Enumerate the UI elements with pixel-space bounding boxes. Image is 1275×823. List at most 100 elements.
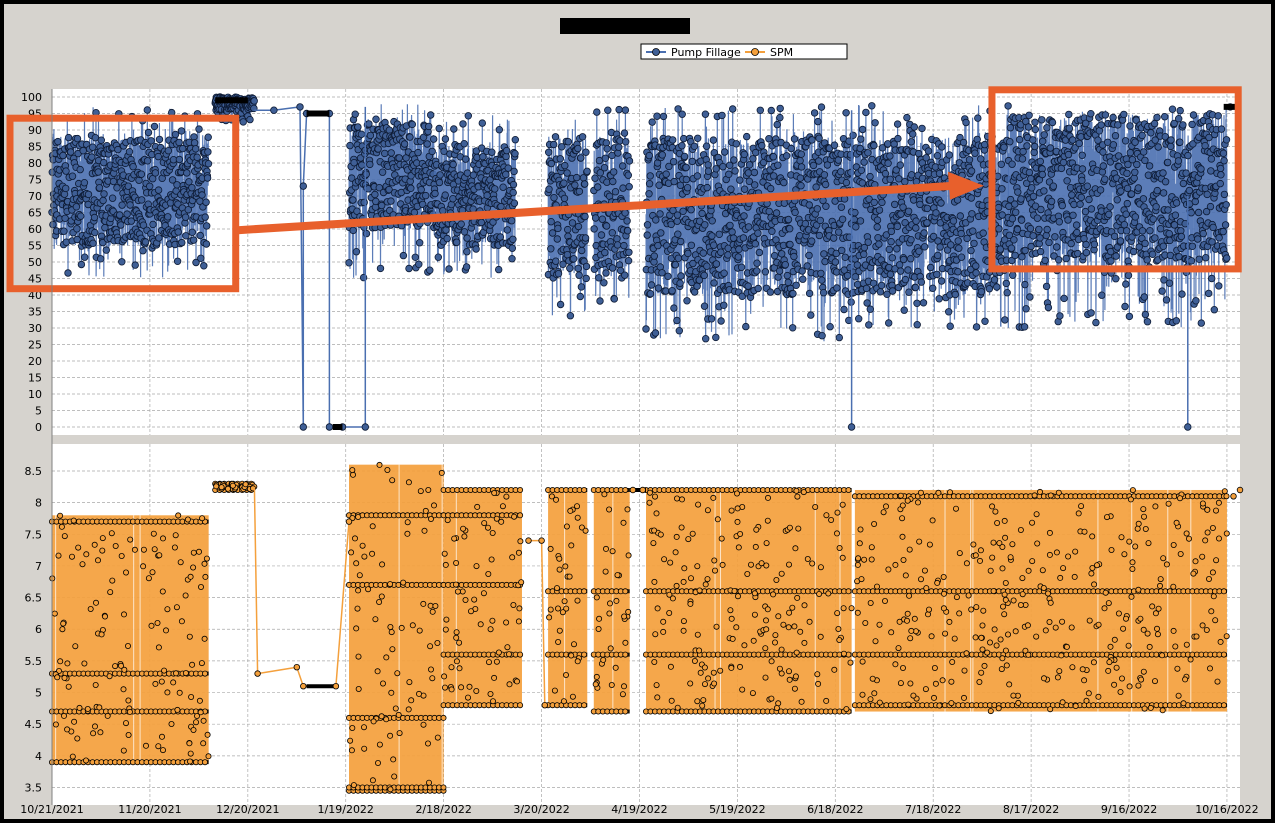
y-tick-label-fillage: 40: [28, 289, 42, 302]
fillage-point: [821, 180, 830, 189]
fillage-point: [721, 148, 729, 156]
y-tick-label-fillage: 5: [35, 405, 42, 418]
fillage-point: [80, 253, 89, 261]
y-tick-label-fillage: 45: [28, 273, 42, 286]
fillage-point: [190, 139, 199, 147]
spm-point: [593, 673, 600, 680]
spm-point: [654, 605, 661, 612]
spm-point: [451, 535, 458, 542]
spm-point: [792, 545, 799, 552]
spm-point: [661, 556, 668, 563]
spm-point: [190, 549, 197, 556]
fillage-point: [1110, 232, 1119, 241]
fillage-point: [744, 282, 752, 290]
y-tick-label-fillage: 65: [28, 207, 42, 220]
fillage-point: [1027, 242, 1035, 251]
fillage-point: [710, 279, 718, 287]
fillage-point: [819, 289, 828, 297]
fillage-point: [1215, 234, 1223, 242]
fillage-point: [168, 176, 177, 184]
fillage-point: [758, 141, 766, 150]
fillage-point: [1099, 162, 1107, 170]
spm-point: [489, 617, 496, 624]
spm-point: [404, 519, 411, 526]
fillage-point: [667, 220, 675, 229]
spm-point: [388, 689, 395, 696]
fillage-point: [511, 149, 519, 158]
y-tick-label-spm: 4.5: [25, 718, 43, 731]
spm-point: [120, 686, 127, 693]
fillage-point: [1179, 121, 1187, 129]
spm-point: [425, 486, 432, 493]
fillage-point: [658, 269, 666, 277]
fillage-point: [873, 223, 881, 231]
fillage-point: [558, 143, 566, 151]
spm-point: [391, 773, 398, 780]
fillage-point: [583, 167, 591, 175]
y-tick-label-fillage: 70: [28, 190, 42, 203]
fillage-point: [674, 230, 682, 238]
fillage-point: [957, 253, 966, 261]
fillage-point: [798, 267, 806, 275]
spm-point: [620, 519, 627, 526]
spm-point: [704, 507, 711, 514]
spm-point: [621, 683, 628, 690]
fillage-point: [683, 297, 691, 305]
spm-point: [749, 690, 756, 697]
fillage-point: [1035, 225, 1043, 234]
fillage-point: [659, 112, 668, 121]
fillage-point: [619, 162, 627, 170]
fillage-point: [830, 234, 838, 242]
spm-point: [667, 559, 674, 566]
spm-point: [839, 554, 846, 561]
fillage-point: [996, 245, 1005, 253]
fillage-point: [1036, 247, 1045, 256]
spm-point: [421, 527, 428, 534]
fillage-point: [977, 155, 985, 163]
fillage-point: [675, 327, 683, 335]
x-tick-label: 2/18/2022: [415, 803, 471, 816]
fillage-point: [922, 154, 930, 162]
spm-point: [705, 675, 712, 682]
spm-point: [477, 621, 484, 628]
fillage-point: [173, 257, 182, 265]
fillage-point: [651, 329, 660, 337]
fillage-point: [127, 217, 135, 225]
spm-point: [657, 531, 664, 538]
fillage-point: [608, 264, 617, 272]
fillage-point: [582, 262, 591, 271]
fillage-point: [893, 222, 902, 231]
fillage-point: [250, 97, 258, 105]
spm-point: [150, 530, 157, 537]
spm-point: [493, 658, 500, 665]
fillage-point: [1036, 234, 1044, 242]
spm-point: [460, 525, 467, 532]
fillage-point: [772, 209, 781, 217]
fillage-point: [753, 267, 761, 275]
spm-point: [187, 750, 194, 757]
fillage-point: [770, 251, 779, 260]
fillage-point: [805, 251, 813, 260]
fillage-point: [596, 169, 604, 177]
fillage-point: [959, 138, 968, 147]
spm-point: [569, 693, 576, 700]
fillage-point: [670, 177, 678, 186]
spm-point: [568, 542, 575, 549]
fillage-point: [866, 172, 874, 181]
spm-point: [763, 626, 770, 633]
fillage-point: [671, 261, 680, 269]
fillage-point: [1172, 317, 1180, 325]
fillage-point: [608, 229, 616, 237]
fillage-point: [200, 262, 208, 270]
fillage-point: [1116, 237, 1125, 245]
fillage-point: [799, 275, 807, 283]
fillage-point: [837, 167, 845, 176]
spm-point: [495, 649, 502, 656]
fillage-point: [790, 252, 798, 261]
fillage-point: [701, 221, 709, 229]
spm-point: [603, 545, 610, 552]
fillage-point: [784, 278, 792, 287]
spm-point: [440, 714, 447, 721]
fillage-point: [503, 146, 511, 155]
fillage-point: [1112, 275, 1120, 283]
